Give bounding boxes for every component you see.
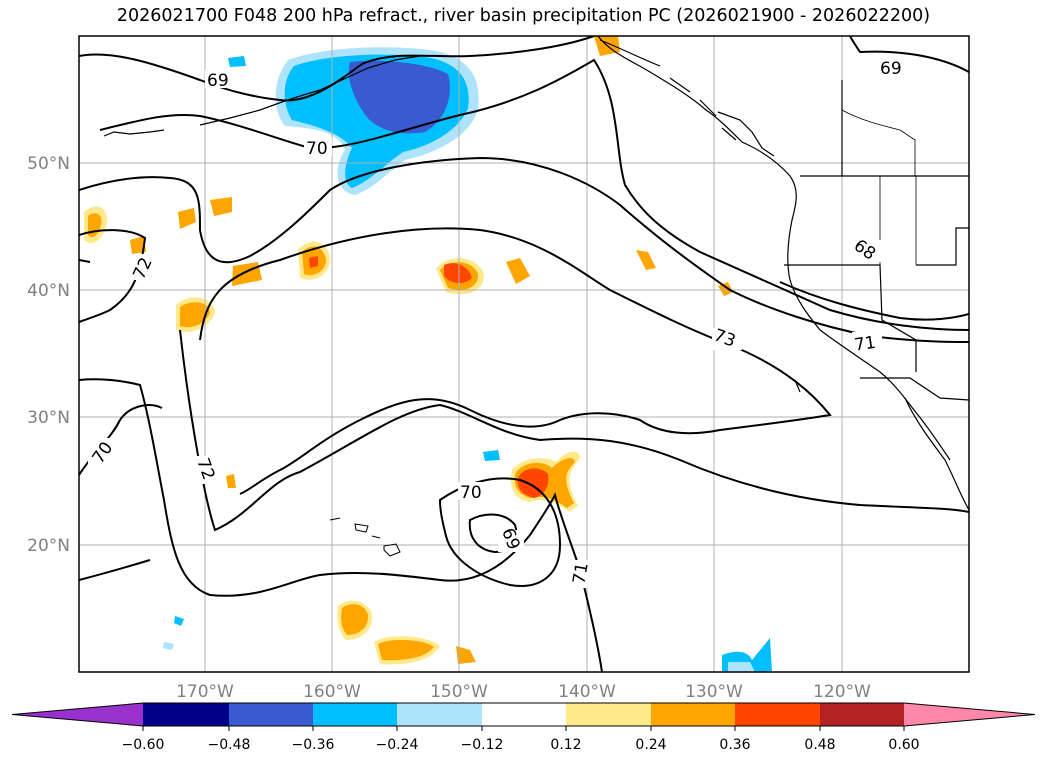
- lon-label-130w: 130°W: [685, 682, 743, 702]
- neg-anomaly-small-4: [163, 642, 174, 650]
- contour-label-2: 69: [880, 59, 902, 79]
- lon-label-150w: 150°W: [430, 682, 488, 702]
- colorbar-bin-5: [482, 703, 566, 726]
- latitude-labels: 50°N 40°N 30°N 20°N: [27, 154, 70, 556]
- neg-anomaly-small-3: [174, 616, 184, 626]
- longitude-labels: 170°W 160°W 150°W 140°W 130°W 120°W: [176, 682, 871, 702]
- pos-anomaly-15: [718, 282, 733, 296]
- colorbar-extend-high: [904, 703, 1035, 726]
- colorbar-bin-3: [313, 703, 397, 726]
- neg-anomaly-core: [348, 60, 450, 134]
- lon-label-140w: 140°W: [558, 682, 616, 702]
- refractivity-contours: [79, 36, 969, 672]
- colorbar-tick-6: 0.12: [550, 737, 581, 753]
- precipitation-shading: [84, 36, 772, 672]
- colorbar: −0.60 −0.48 −0.36 −0.24 −0.12 0.12 0.24 …: [11, 702, 1036, 753]
- lon-label-120w: 120°W: [813, 682, 871, 702]
- contour-label-7: 70: [460, 483, 482, 503]
- colorbar-bin-1: [143, 703, 229, 726]
- contour-label-9: 71: [569, 561, 592, 586]
- lon-label-160w: 160°W: [303, 682, 361, 702]
- colorbar-bin-9: [820, 703, 904, 726]
- chart-title: 2026021700 F048 200 hPa refract., river …: [116, 6, 931, 26]
- pos-anomaly-14: [636, 250, 656, 270]
- hawaii-islands: [329, 517, 401, 557]
- pos-anomaly-2: [178, 208, 196, 229]
- contour-labels: 69 69 70 72 70 72 70 69 71 73 71 68: [88, 58, 906, 588]
- pos-anomaly-3: [210, 197, 232, 216]
- colorbar-bin-8: [735, 703, 820, 726]
- contour-label-11: 71: [853, 333, 877, 356]
- pos-anomaly-8: [506, 258, 530, 284]
- colorbar-bin-2: [229, 703, 313, 726]
- pos-anomaly-4-core: [309, 256, 318, 268]
- map-frame: [78, 35, 970, 673]
- neg-anomaly-small-1: [228, 56, 246, 67]
- colorbar-tick-8: 0.36: [719, 737, 750, 753]
- colorbar-tick-7: 0.24: [635, 737, 666, 753]
- pos-anomaly-17: [130, 236, 146, 254]
- pos-anomaly-6-inner: [180, 302, 210, 328]
- contour-label-3: 70: [306, 139, 328, 159]
- colorbar-tick-3: −0.36: [292, 737, 335, 753]
- colorbar-bin-7: [651, 703, 735, 726]
- colorbar-extend-low: [12, 703, 143, 726]
- colorbar-tick-10: 0.60: [888, 737, 919, 753]
- colorbar-tick-2: −0.48: [208, 737, 251, 753]
- colorbar-tick-5: −0.12: [461, 737, 504, 753]
- neg-anomaly-small-2: [483, 450, 500, 461]
- pos-anomaly-10-inner: [341, 604, 369, 635]
- lat-label-40: 40°N: [27, 281, 70, 301]
- lat-label-30: 30°N: [27, 408, 70, 428]
- pos-anomaly-11-inner: [378, 640, 434, 661]
- neg-anomaly-southeast-inner: [728, 662, 755, 672]
- map-panel: [79, 36, 969, 672]
- pos-anomaly-16: [226, 474, 236, 488]
- lon-label-170w: 170°W: [176, 682, 234, 702]
- lat-label-50: 50°N: [27, 154, 70, 174]
- colorbar-tick-9: 0.48: [804, 737, 835, 753]
- contour-label-1: 69: [207, 71, 229, 91]
- lat-label-20: 20°N: [27, 536, 70, 556]
- colorbar-bin-6: [566, 703, 651, 726]
- colorbar-tick-1: −0.60: [122, 737, 165, 753]
- pos-anomaly-7-core: [444, 263, 472, 284]
- coastlines: [103, 36, 969, 511]
- colorbar-bin-4: [397, 703, 482, 726]
- pos-anomaly-12: [456, 646, 476, 664]
- colorbar-tick-4: −0.24: [376, 737, 419, 753]
